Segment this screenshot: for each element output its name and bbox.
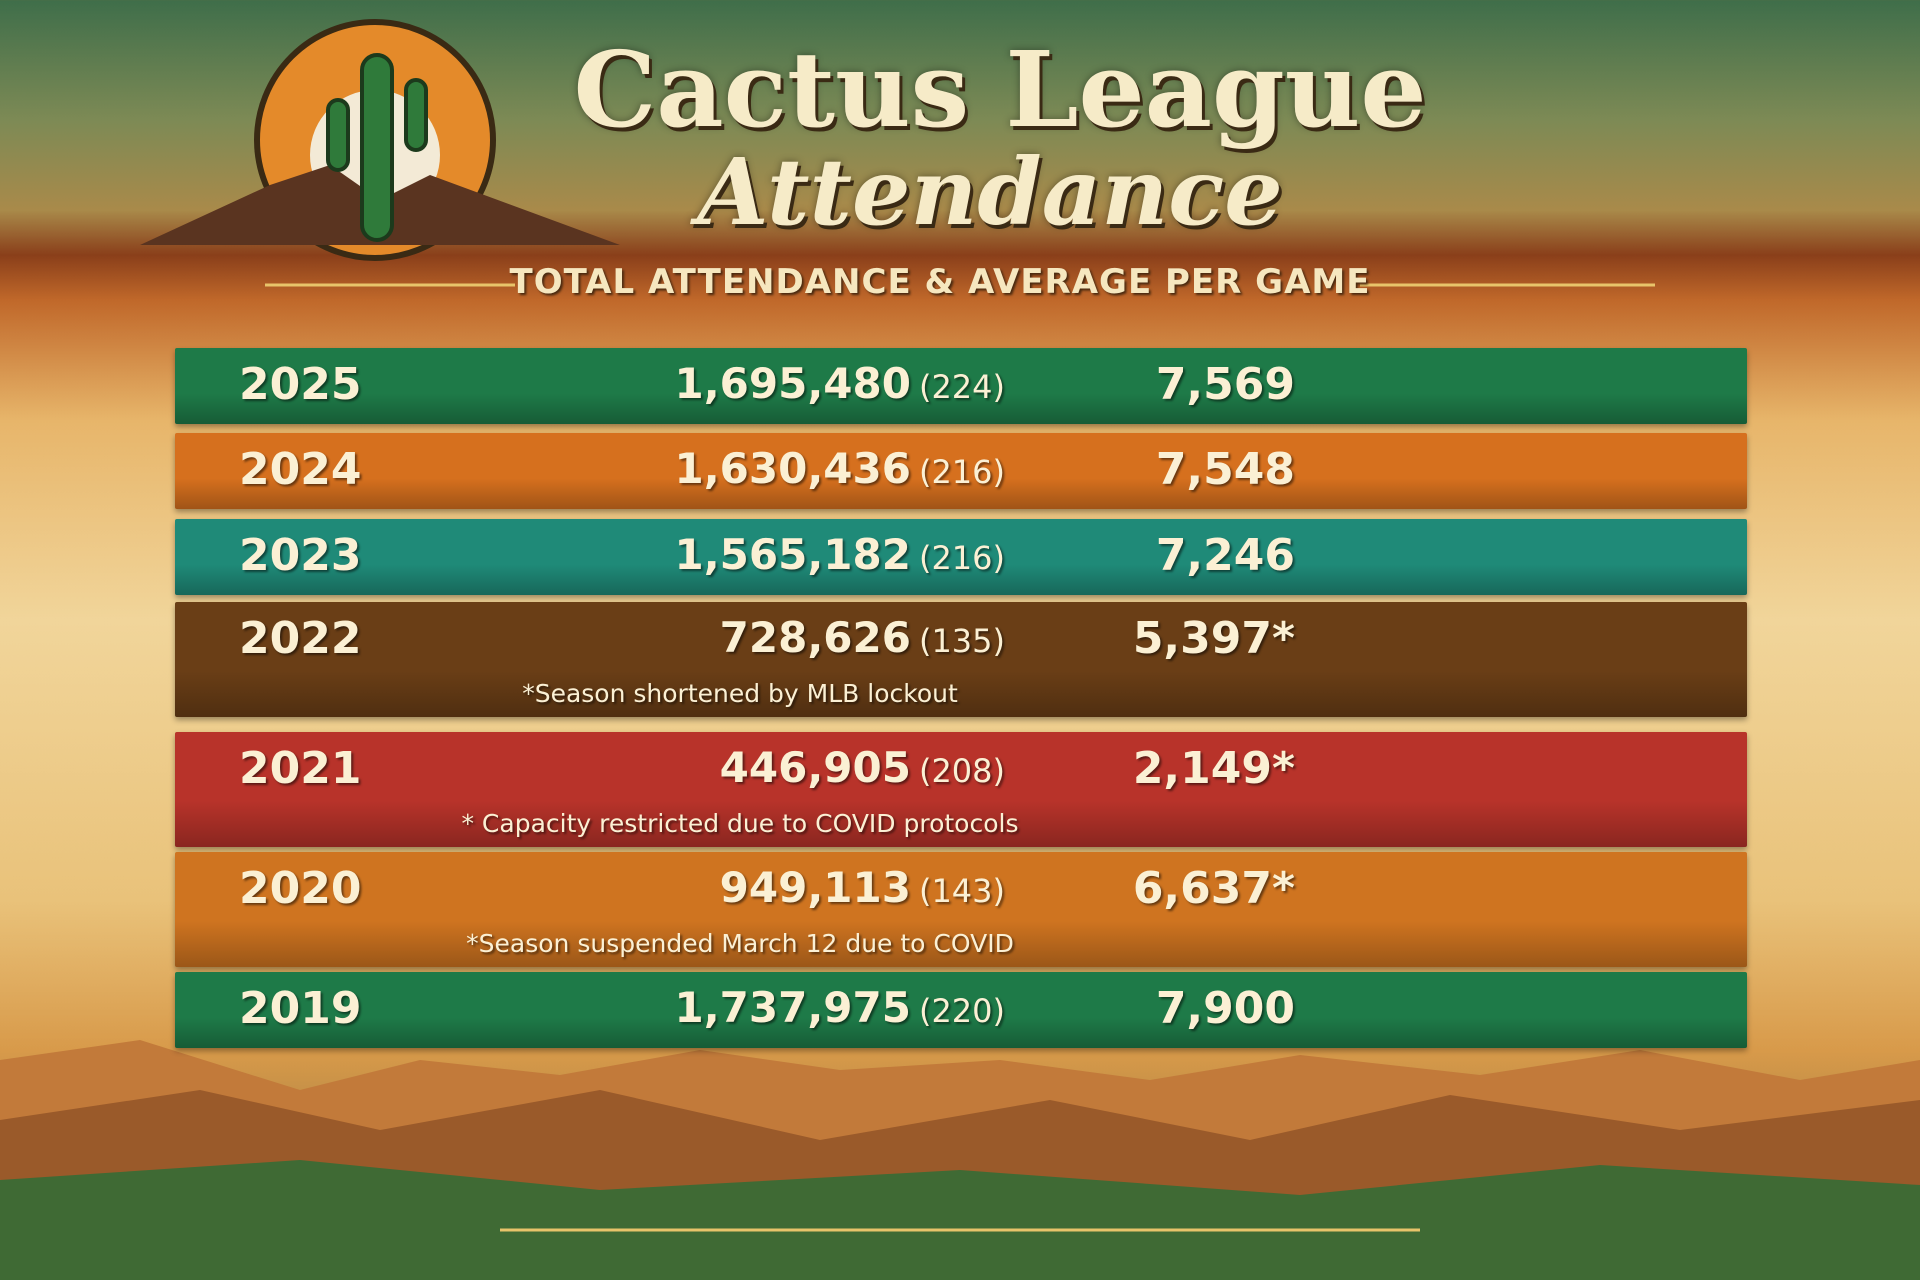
table-row: 2020 949,113 (143) 6,637* *Season suspended …	[175, 852, 1747, 967]
note: * Capacity restricted due to COVID proto…	[461, 809, 1019, 838]
games: (216)	[918, 539, 1005, 577]
total-value: 1,737,975	[674, 983, 911, 1032]
total-value: 446,905	[719, 743, 911, 792]
average: 6,637*	[1132, 863, 1295, 914]
games: (135)	[918, 622, 1005, 660]
average: 7,900	[1155, 983, 1295, 1034]
subtitle: TOTAL ATTENDANCE & AVERAGE PER GAME	[509, 262, 1371, 302]
total: 1,565,182 (216)	[674, 530, 1005, 579]
total-value: 728,626	[719, 613, 911, 662]
total-value: 1,695,480	[674, 359, 911, 408]
games: (208)	[918, 752, 1005, 790]
average: 5,397*	[1132, 613, 1295, 664]
average: 7,548	[1155, 444, 1295, 495]
games: (216)	[918, 453, 1005, 491]
year: 2020	[239, 863, 362, 914]
total: 728,626 (135)	[720, 613, 1005, 662]
total: 446,905 (208)	[720, 743, 1005, 792]
year: 2022	[239, 613, 362, 664]
average: 7,246	[1155, 530, 1295, 581]
title: Attendance	[697, 138, 1283, 246]
year: 2025	[239, 359, 362, 410]
note: *Season shortened by MLB lockout	[522, 679, 958, 708]
year: 2024	[239, 444, 362, 495]
note: *Season suspended March 12 due to COVID	[466, 929, 1014, 958]
table-row: 2025 1,695,480 (224) 7,569	[175, 348, 1747, 424]
games: (143)	[918, 872, 1005, 910]
games: (224)	[918, 368, 1005, 406]
table-row: 2022 728,626 (135) 5,397* *Season shortened …	[175, 602, 1747, 717]
title: Cactus League	[573, 28, 1427, 151]
table-row: 2019 1,737,975 (220) 7,900	[175, 972, 1747, 1048]
total: 1,695,480 (224)	[674, 359, 1005, 408]
total: 949,113 (143)	[720, 863, 1005, 912]
logo	[140, 19, 620, 261]
average: 2,149*	[1132, 743, 1295, 794]
total-value: 949,113	[719, 863, 911, 912]
average: 7,569	[1155, 359, 1295, 410]
table-row: 2023 1,565,182 (216) 7,246	[175, 519, 1747, 595]
total-value: 1,565,182	[674, 530, 911, 579]
table-row: 2024 1,630,436 (216) 7,548	[175, 433, 1747, 509]
total-value: 1,630,436	[674, 444, 911, 493]
total: 1,737,975 (220)	[674, 983, 1005, 1032]
year: 2019	[239, 983, 362, 1034]
table-row: 2021 446,905 (208) 2,149* * Capacity restric…	[175, 732, 1747, 847]
year: 2021	[239, 743, 362, 794]
games: (220)	[918, 992, 1005, 1030]
year: 2023	[239, 530, 362, 581]
total: 1,630,436 (216)	[674, 444, 1005, 493]
